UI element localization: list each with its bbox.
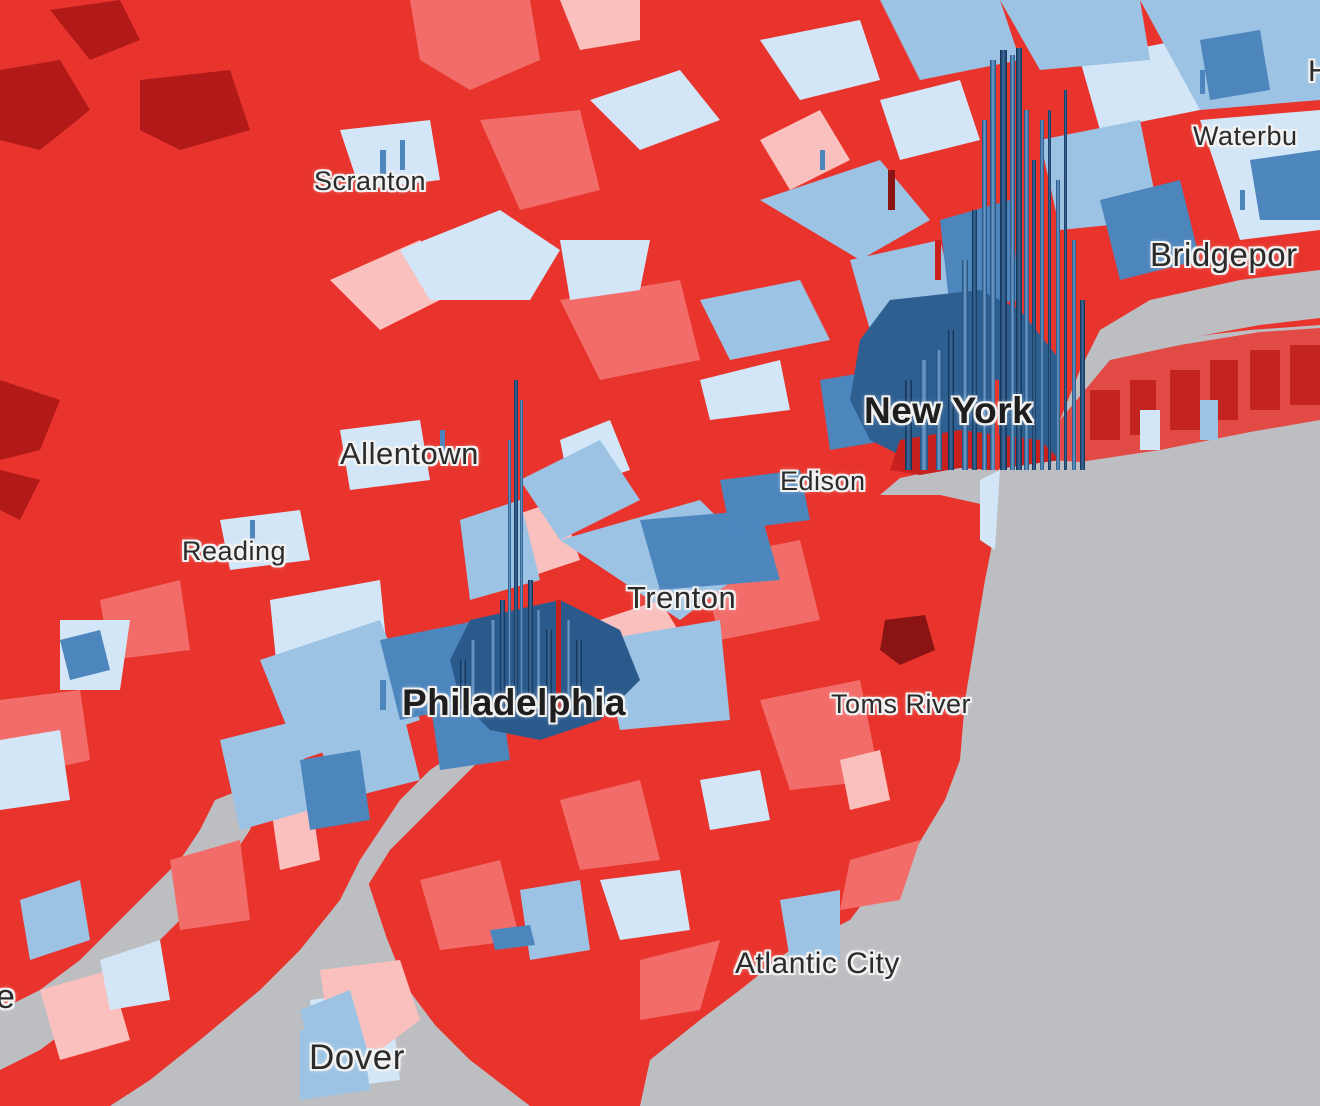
label-reading: Reading (182, 536, 287, 566)
philly-metro (450, 600, 640, 740)
long-island-buildings (1090, 345, 1320, 450)
nyc-towers (888, 48, 1085, 470)
label-dover: Dover (309, 1038, 405, 1077)
long-island-sound (1080, 270, 1320, 370)
dark-red-patches (0, 0, 250, 520)
label-toms-river: Toms River (831, 689, 972, 719)
scattered-towers (80, 70, 1245, 710)
label-edison: Edison (780, 466, 866, 496)
label-scranton: Scranton (314, 166, 427, 196)
label-bridgeport: Bridgepor (1150, 236, 1298, 273)
label-edge-h: H (1308, 55, 1320, 88)
toms-river-dark (880, 615, 935, 665)
label-allentown: Allentown (340, 436, 479, 471)
philly-towers (460, 380, 582, 710)
dover-blue (300, 990, 370, 1090)
label-philadelphia: Philadelphia (402, 682, 626, 723)
label-edge-e: e (0, 978, 16, 1016)
nyc-metro (850, 290, 1060, 470)
label-new-york: New York (864, 390, 1034, 431)
label-atlantic-city: Atlantic City (735, 947, 900, 980)
label-waterbury: Waterbu (1193, 121, 1298, 151)
label-trenton: Trenton (627, 580, 737, 615)
